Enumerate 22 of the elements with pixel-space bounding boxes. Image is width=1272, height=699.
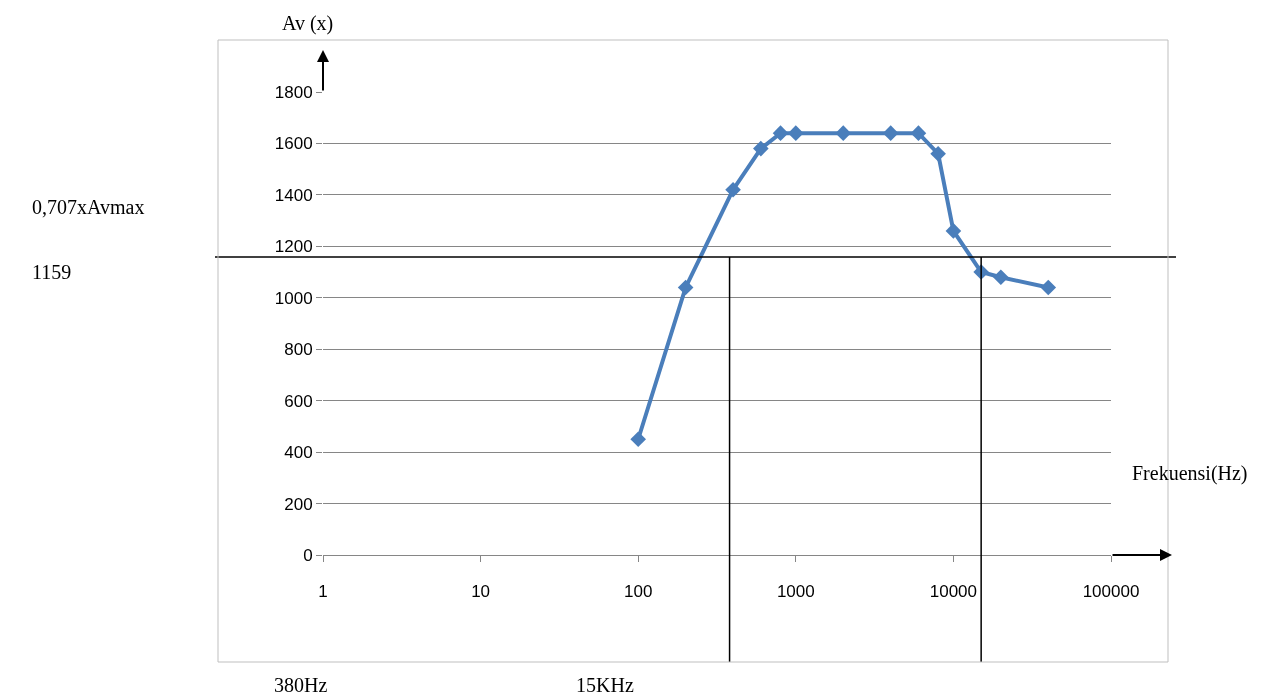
y-tick-label: 1600 xyxy=(274,134,313,154)
y-tick-label: 800 xyxy=(284,340,313,360)
y-tick-label: 0 xyxy=(303,545,313,565)
y-tick-label: 200 xyxy=(284,494,313,514)
text: 0,707xAvmax xyxy=(32,196,145,218)
y-tick-label: 1000 xyxy=(274,288,313,308)
y-tick-label: 1400 xyxy=(274,185,313,205)
x-tick-label: 10 xyxy=(471,582,491,602)
x-tick-label: 1000 xyxy=(776,582,815,602)
text: 1159 xyxy=(32,261,72,283)
y-tick-label: 1800 xyxy=(274,82,313,102)
y-tick-label: 600 xyxy=(284,391,313,411)
y-axis-title: Av (x) xyxy=(282,12,334,35)
x-axis-title: Frekuensi(Hz) xyxy=(1132,462,1248,485)
x-tick-label: 100000 xyxy=(1082,582,1140,602)
text: 15KHz xyxy=(576,674,634,696)
x-tick-label: 10000 xyxy=(929,582,978,602)
text: 380Hz xyxy=(274,674,328,696)
y-tick-label: 1200 xyxy=(274,237,313,257)
x-tick-label: 100 xyxy=(624,582,653,602)
x-tick-label: 1 xyxy=(318,582,328,602)
y-tick-label: 400 xyxy=(284,443,313,463)
